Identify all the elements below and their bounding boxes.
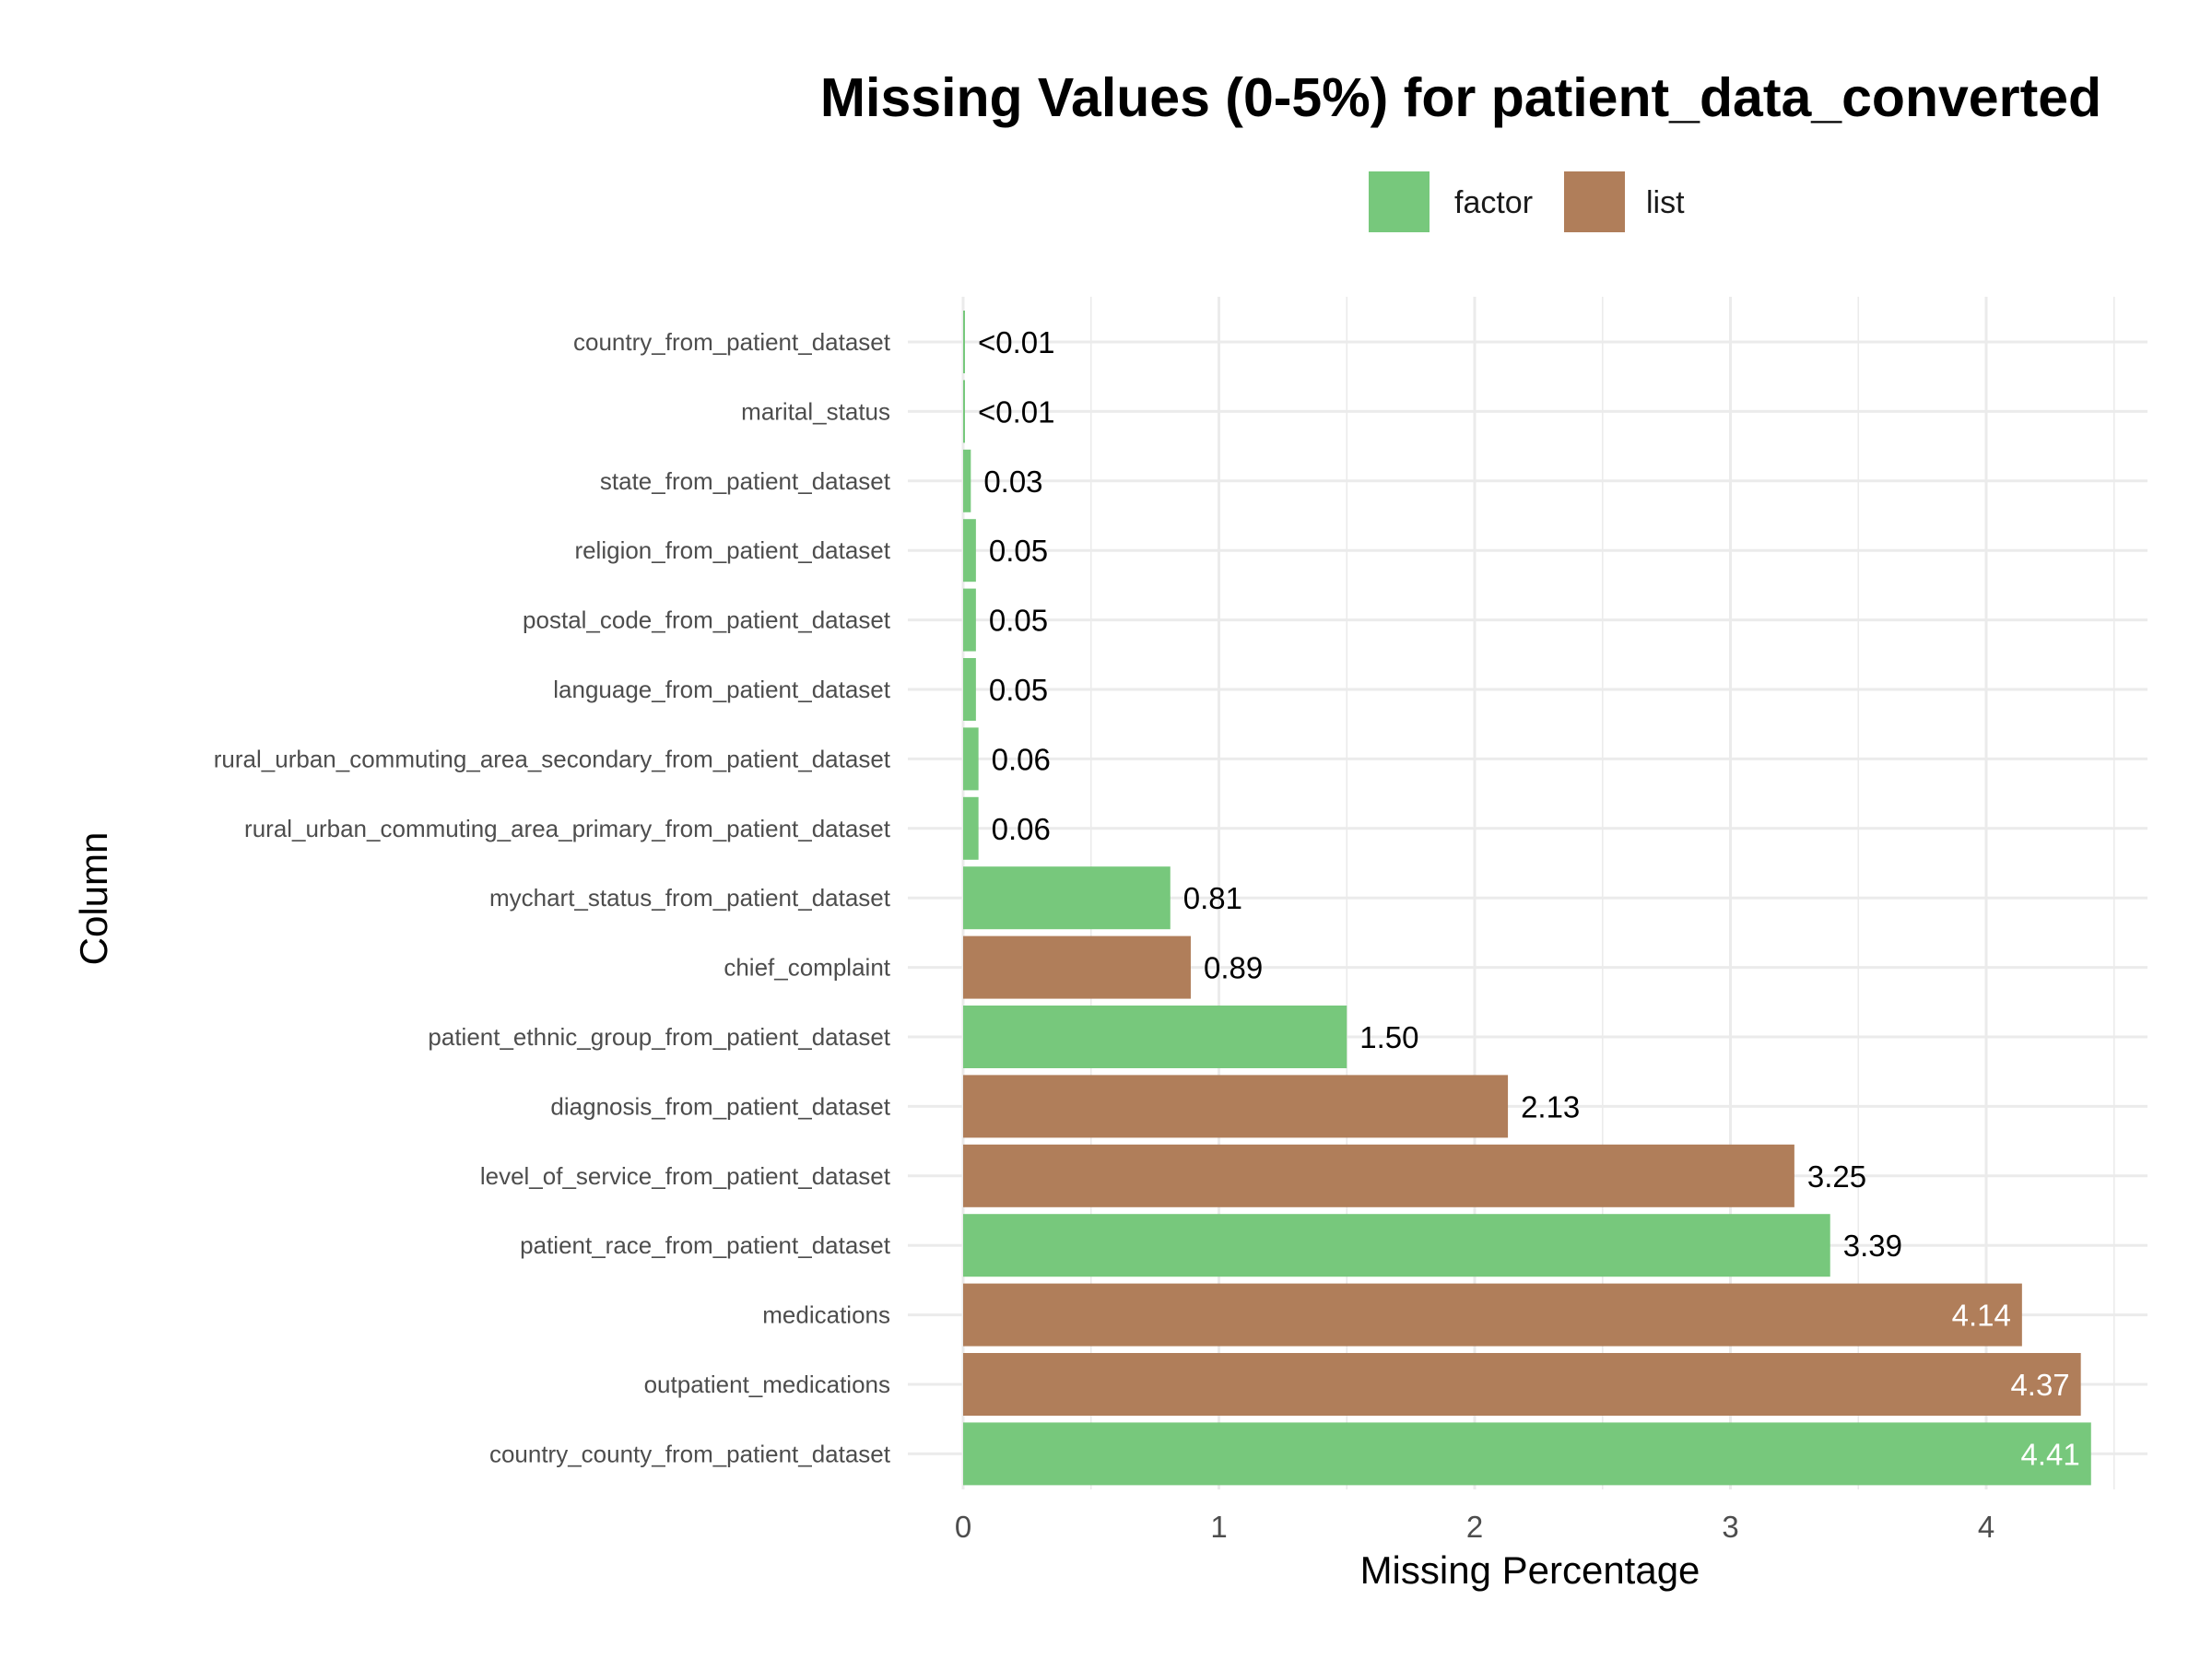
y-tick-label: country_county_from_patient_dataset: [489, 1440, 891, 1467]
y-tick-label: diagnosis_from_patient_dataset: [550, 1092, 890, 1120]
x-axis-label: Missing Percentage: [1360, 1548, 1700, 1592]
y-tick-label: chief_complaint: [724, 954, 890, 982]
y-tick-label: country_from_patient_dataset: [573, 328, 891, 356]
bar-value-label: 1.50: [1359, 1020, 1418, 1054]
legend-swatch-factor: [1369, 171, 1430, 232]
bar-value-label: 3.39: [1843, 1229, 1902, 1263]
bar-value-label: 0.89: [1204, 951, 1263, 985]
bar-value-label: 0.05: [989, 604, 1048, 638]
bar-value-label: 0.06: [992, 742, 1051, 776]
bar: [963, 519, 976, 582]
x-tick-label: 2: [1466, 1510, 1483, 1544]
legend-swatch-list: [1564, 171, 1625, 232]
y-axis-tick-labels: country_from_patient_dataset marital_stat…: [214, 328, 891, 1467]
y-tick-label: mychart_status_from_patient_dataset: [489, 884, 891, 912]
y-tick-label: patient_ethnic_group_from_patient_datase…: [428, 1023, 890, 1051]
y-tick-label: outpatient_medications: [644, 1371, 890, 1398]
y-tick-label: medications: [762, 1301, 890, 1329]
y-tick-label: state_from_patient_dataset: [600, 467, 891, 495]
legend-label-list: list: [1646, 185, 1685, 220]
bar: [963, 935, 1191, 999]
legend-label-factor: factor: [1454, 185, 1533, 220]
x-tick-label: 3: [1722, 1510, 1738, 1544]
bar: [963, 588, 976, 652]
bar-value-label: 4.41: [2021, 1437, 2080, 1471]
bar: [963, 1006, 1347, 1068]
bar: [963, 727, 979, 791]
bar: [963, 1214, 1830, 1277]
bar: [963, 380, 965, 443]
x-tick-label: 4: [1978, 1510, 1994, 1544]
y-tick-label: language_from_patient_dataset: [553, 676, 891, 703]
bar: [963, 311, 965, 373]
y-tick-label: rural_urban_commuting_area_primary_from_…: [244, 815, 891, 842]
bar-value-label: 0.81: [1183, 881, 1242, 915]
y-tick-label: postal_code_from_patient_dataset: [523, 606, 891, 634]
bar-value-label: 4.37: [2010, 1368, 2069, 1402]
y-tick-label: patient_race_from_patient_dataset: [520, 1231, 891, 1259]
x-tick-label: 1: [1210, 1510, 1227, 1544]
y-axis-label: Column: [72, 832, 115, 966]
bar-value-label: 0.03: [983, 465, 1042, 499]
bar: [963, 796, 979, 860]
x-axis-tick-labels: 0 1 2 3 4: [955, 1510, 1994, 1544]
x-tick-label: 0: [955, 1510, 971, 1544]
y-tick-label: rural_urban_commuting_area_secondary_fro…: [214, 745, 891, 772]
bar: [963, 1075, 1509, 1138]
bar: [963, 1283, 2022, 1347]
bar-value-label: 0.05: [989, 534, 1048, 568]
chart-title: Missing Values (0-5%) for patient_data_c…: [820, 67, 2101, 128]
bar-value-label: <0.01: [978, 394, 1055, 429]
bars: [963, 311, 2091, 1486]
bar: [963, 449, 971, 512]
bar: [963, 1422, 2091, 1486]
bar: [963, 866, 1171, 930]
bar-value-label: 4.14: [1952, 1299, 2011, 1333]
legend: factor list: [1369, 171, 1685, 232]
bar-value-label: 0.06: [992, 812, 1051, 846]
bar: [963, 658, 976, 721]
bar-value-label: 0.05: [989, 673, 1048, 707]
bar-value-label: 2.13: [1521, 1089, 1580, 1124]
bar: [963, 1144, 1794, 1207]
y-tick-label: religion_from_patient_dataset: [574, 536, 890, 564]
bar-value-label: 3.25: [1807, 1159, 1866, 1194]
value-labels: <0.01 <0.01 0.03 0.05 0.05 0.05 0.06 0.06 0.81 0.…: [978, 325, 2080, 1471]
bar-value-label: <0.01: [978, 325, 1055, 359]
y-tick-label: level_of_service_from_patient_dataset: [480, 1162, 891, 1190]
y-tick-label: marital_status: [741, 397, 890, 425]
bar: [963, 1353, 2081, 1416]
